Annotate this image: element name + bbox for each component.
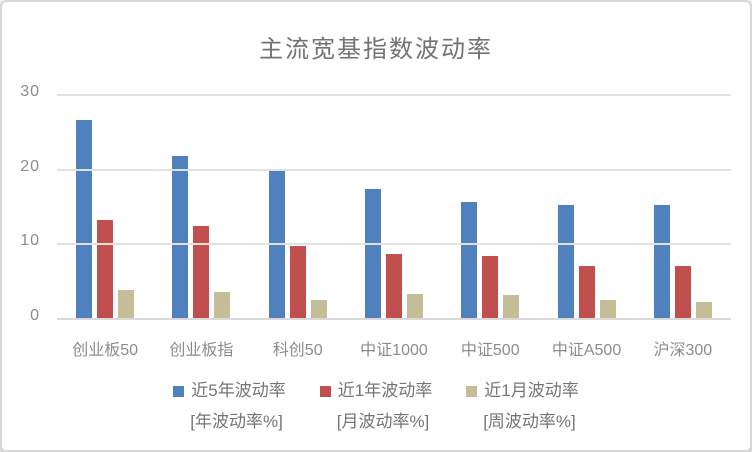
- bar-近5年波动率-中证A500: [557, 204, 574, 318]
- bar-近1月波动率-创业板50: [118, 290, 135, 318]
- bar-group-创业板50: [57, 94, 153, 318]
- x-axis-label-中证500: 中证500: [460, 342, 520, 359]
- y-axis-tick-label: 20: [20, 157, 40, 175]
- bar-近5年波动率-中证500: [461, 202, 478, 318]
- x-axis-label-中证A500: 中证A500: [551, 342, 622, 359]
- gridline: [57, 168, 731, 171]
- legend-label: 近5年波动率: [173, 380, 286, 402]
- legend-series-sublabel: [年波动率%]: [190, 412, 283, 431]
- bar-group-沪深300: [635, 94, 731, 318]
- bar-近1月波动率-科创50: [310, 300, 327, 318]
- bar-近1年波动率-中证500: [482, 256, 499, 318]
- legend-swatch-icon: [173, 385, 185, 397]
- bar-group-中证1000: [346, 94, 442, 318]
- bar-group-中证500: [442, 94, 538, 318]
- y-axis: 0 10 20 30: [2, 83, 44, 324]
- bar-group-中证A500: [538, 94, 634, 318]
- bar-groups-container: [57, 94, 731, 318]
- bar-近1月波动率-中证A500: [599, 300, 616, 318]
- bar-近1年波动率-科创50: [289, 246, 306, 318]
- bar-近1年波动率-中证1000: [385, 253, 402, 318]
- bar-近1月波动率-中证500: [503, 294, 520, 318]
- x-axis-label-沪深300: 沪深300: [653, 342, 713, 359]
- x-axis-label-科创50: 科创50: [272, 342, 323, 359]
- gridline: [57, 94, 731, 96]
- bar-近5年波动率-沪深300: [653, 204, 670, 318]
- bar-近1年波动率-创业板50: [97, 220, 114, 318]
- bar-近1月波动率-中证1000: [406, 294, 423, 318]
- legend-swatch-icon: [319, 385, 331, 397]
- bar-group-科创50: [250, 94, 346, 318]
- x-axis-label-创业板指: 创业板指: [169, 342, 234, 359]
- bar-近5年波动率-创业板50: [76, 120, 93, 318]
- legend-series-name: 近1月波动率: [484, 381, 579, 400]
- y-axis-tick-label: 0: [30, 307, 40, 324]
- bar-近1年波动率-沪深300: [674, 266, 691, 318]
- bar-近1年波动率-创业板指: [193, 226, 210, 318]
- legend-label: 近1月波动率: [466, 380, 579, 402]
- x-axis-labels: 创业板50 创业板指 科创50 中证1000 中证500 中证A500 沪深300: [57, 336, 731, 360]
- legend-series-sublabel: [周波动率%]: [483, 412, 576, 431]
- x-axis-line: [57, 318, 731, 320]
- bar-group-创业板指: [153, 94, 249, 318]
- bar-近1月波动率-创业板指: [214, 291, 231, 318]
- x-axis-label-创业板50: 创业板50: [72, 342, 139, 359]
- y-axis-tick-label: 30: [20, 83, 40, 100]
- legend-series-sublabel: [月波动率%]: [336, 412, 430, 431]
- legend-series-name: 近5年波动率: [191, 381, 286, 400]
- legend-item-近1年波动率: 近1年波动率 [月波动率%]: [319, 380, 433, 433]
- bar-近5年波动率-中证1000: [364, 188, 381, 318]
- legend-item-近5年波动率: 近5年波动率 [年波动率%]: [173, 380, 286, 433]
- legend-label: 近1年波动率: [319, 380, 433, 402]
- chart-title: 主流宽基指数波动率: [259, 36, 493, 63]
- bar-近1月波动率-沪深300: [695, 301, 712, 318]
- x-axis-label-中证1000: 中证1000: [360, 342, 428, 359]
- legend-swatch-icon: [466, 385, 478, 397]
- plot-area: [57, 94, 731, 320]
- gridline: [57, 243, 731, 246]
- legend-item-近1月波动率: 近1月波动率 [周波动率%]: [466, 380, 579, 433]
- bar-近1年波动率-中证A500: [578, 265, 595, 318]
- y-axis-tick-label: 10: [20, 232, 40, 250]
- legend-series-name: 近1年波动率: [337, 381, 433, 400]
- bar-近5年波动率-创业板指: [172, 155, 189, 318]
- legend: 近5年波动率 [年波动率%] 近1年波动率 [月波动率%] 近1月波动率 [周波动率%]: [2, 380, 750, 433]
